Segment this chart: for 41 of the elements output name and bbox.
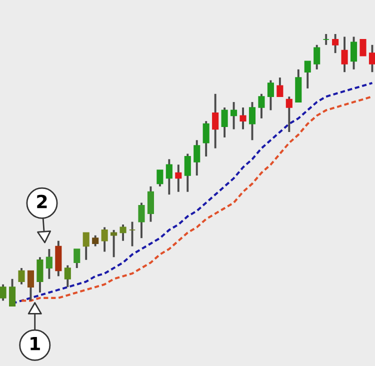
candlestick — [360, 39, 366, 56]
candlestick — [36, 256, 44, 294]
candlestick — [314, 44, 320, 70]
candlestick — [221, 106, 228, 138]
candlestick — [82, 232, 90, 261]
candlestick — [286, 96, 292, 133]
candlestick — [8, 278, 16, 308]
candlestick — [175, 164, 182, 193]
candlestick — [304, 60, 311, 90]
candlestick — [64, 264, 71, 288]
candlestick — [248, 101, 256, 142]
candlestick — [92, 234, 99, 248]
candlestick — [0, 283, 6, 302]
candlestick — [147, 185, 154, 223]
candlestick — [322, 33, 330, 46]
candlestick — [101, 226, 108, 253]
candlestick — [120, 224, 126, 242]
candlestick — [240, 106, 246, 130]
candlestick — [276, 76, 284, 98]
candlestick — [194, 139, 200, 176]
candlestick — [156, 169, 164, 188]
candlestick — [202, 120, 210, 158]
candlestick — [258, 92, 265, 120]
candlestick — [267, 79, 274, 112]
candlestick — [46, 248, 52, 280]
candlestick — [368, 44, 375, 74]
candlestick — [350, 36, 358, 70]
candlestick — [212, 92, 219, 150]
candlestick — [138, 202, 145, 240]
candlestick — [230, 101, 238, 130]
candlestick — [184, 152, 191, 193]
candlestick — [341, 36, 348, 74]
annotation: 2 — [37, 194, 47, 208]
candlestick — [18, 267, 25, 286]
candlestick — [27, 270, 34, 302]
candlestick — [166, 158, 172, 196]
text: 1 — [30, 336, 40, 350]
candlestick — [110, 228, 118, 258]
candlestick — [74, 248, 80, 270]
candlestick — [128, 220, 136, 248]
candlestick — [332, 33, 339, 54]
